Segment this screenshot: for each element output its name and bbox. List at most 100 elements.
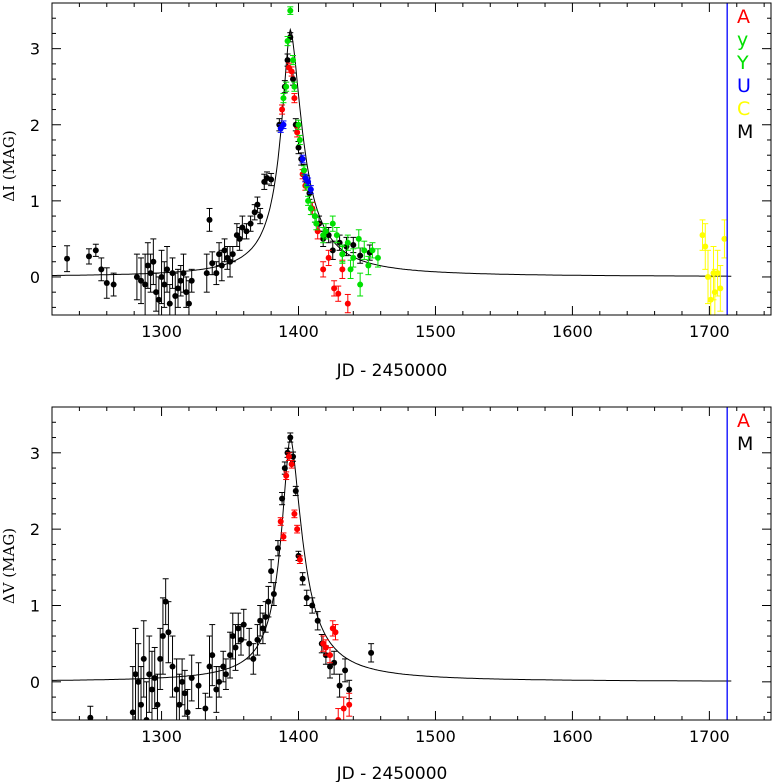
data-point: [229, 251, 236, 258]
data-point: [142, 281, 149, 288]
legend-entry-A: A: [737, 6, 750, 28]
data-point: [287, 434, 294, 441]
data-point: [368, 649, 375, 656]
data-point: [87, 714, 94, 720]
data-point: [209, 652, 216, 659]
data-point: [333, 232, 340, 239]
data-point: [283, 83, 290, 90]
bottom-legend: AM: [737, 410, 753, 455]
data-point: [98, 266, 105, 273]
top-axis-ticks: 1300 1400 1500 1600 1700 0 1 2 3: [30, 3, 771, 341]
data-point: [188, 675, 195, 682]
x-tick-label: 1300: [141, 727, 182, 746]
data-point: [336, 682, 343, 689]
data-point: [103, 280, 110, 287]
x-tick-label: 1400: [278, 727, 319, 746]
data-point: [309, 602, 316, 609]
data-point: [699, 232, 706, 239]
legend-entry-U: U: [737, 75, 751, 97]
data-point: [277, 518, 284, 525]
data-point: [711, 289, 718, 296]
top-y-axis-label: ΔI (MAG): [0, 130, 18, 201]
data-point: [299, 575, 306, 582]
data-point: [203, 270, 210, 277]
data-point: [303, 594, 310, 601]
data-point: [222, 671, 229, 678]
data-point: [140, 655, 147, 662]
y-tick-label: 3: [30, 444, 40, 463]
bottom-plot-area: [52, 432, 732, 720]
data-point: [165, 629, 172, 636]
bottom-y-axis-label: ΔV (MAG): [0, 528, 18, 604]
data-point: [246, 640, 253, 647]
data-point: [284, 57, 291, 64]
data-point: [172, 292, 179, 299]
data-point: [296, 556, 303, 563]
data-point: [285, 453, 292, 460]
data-point: [209, 260, 216, 267]
data-point: [355, 235, 362, 242]
data-point: [369, 247, 376, 254]
data-point: [188, 277, 195, 284]
data-point: [202, 705, 209, 712]
bottom-model-curve: [52, 435, 732, 682]
data-point: [147, 270, 154, 277]
x-tick-label: 1500: [415, 727, 456, 746]
data-point: [169, 663, 176, 670]
data-point: [322, 644, 329, 651]
y-tick-label: 2: [30, 520, 40, 539]
data-point: [361, 247, 368, 254]
data-point: [287, 7, 294, 14]
data-point: [283, 472, 290, 479]
data-point: [280, 533, 287, 540]
data-point: [290, 453, 297, 460]
data-point: [216, 678, 223, 685]
data-point: [290, 76, 297, 83]
y-tick-label: 0: [30, 673, 40, 692]
data-point: [329, 220, 336, 227]
data-point: [288, 68, 295, 75]
x-tick-label: 1600: [552, 727, 593, 746]
data-point: [154, 701, 161, 708]
data-point: [243, 228, 250, 235]
data-point: [158, 273, 165, 280]
data-point: [281, 465, 288, 472]
data-point: [213, 270, 220, 277]
data-point: [295, 144, 302, 151]
data-point: [232, 644, 239, 651]
legend-entry-C: C: [737, 98, 750, 120]
data-point: [320, 266, 327, 273]
data-point: [144, 262, 151, 269]
data-point: [213, 686, 220, 693]
bottom-axis-ticks: 1300 1400 1500 1600 1700 0 1 2 3: [30, 407, 771, 746]
data-point: [702, 243, 709, 250]
data-point: [265, 598, 272, 605]
data-point: [239, 224, 246, 231]
data-point: [150, 258, 157, 265]
data-point: [259, 625, 266, 632]
data-point: [92, 247, 99, 254]
data-point: [110, 281, 117, 288]
data-point: [342, 667, 349, 674]
data-point: [148, 686, 155, 693]
data-point: [305, 197, 312, 204]
data-point: [365, 262, 372, 269]
data-point: [218, 262, 225, 269]
data-point: [135, 678, 142, 685]
data-point: [307, 186, 314, 193]
series-M: [64, 32, 373, 315]
data-point: [288, 461, 295, 468]
data-point: [216, 251, 223, 258]
series-A: [277, 452, 353, 720]
data-point: [350, 254, 357, 261]
data-point: [295, 121, 302, 128]
bottom-panel: 1300 1400 1500 1600 1700 0 1 2 3 JD - 2450000 ΔV…: [0, 406, 772, 782]
bottom-axes-frame: [51, 406, 772, 721]
data-point: [294, 526, 301, 533]
data-point: [292, 487, 299, 494]
legend-entry-y: y: [737, 29, 748, 51]
data-point: [247, 220, 254, 227]
data-point: [329, 247, 336, 254]
